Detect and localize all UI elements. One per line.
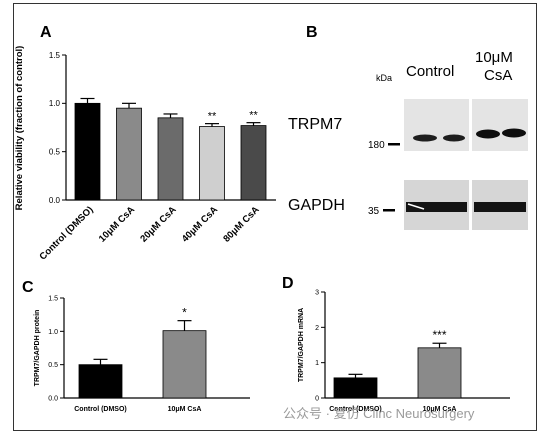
column-label-csa-drug: CsA bbox=[484, 67, 512, 84]
chart-a-y-label: Relative viability (fraction of control) bbox=[14, 46, 25, 211]
chart-d-bar bbox=[333, 377, 378, 399]
band-trpm7-control-2 bbox=[443, 134, 465, 142]
western-blot: kDa Control 10μM CsA TRPM7 GAPDH 180 35 bbox=[288, 49, 528, 230]
chart-d-y-tick-label: 3 bbox=[315, 289, 319, 296]
chart-a-significance: ** bbox=[249, 110, 258, 122]
panel-label-b: B bbox=[306, 24, 318, 41]
chart-c-bar bbox=[162, 330, 207, 399]
chart-a-bar bbox=[157, 117, 184, 201]
chart-d-y-tick-label: 0 bbox=[315, 395, 319, 402]
protein-label-trpm7: TRPM7 bbox=[288, 116, 342, 133]
chart-d-y-label: TRPM7/GAPDH mRNA bbox=[298, 308, 305, 382]
chart-a-significance: ** bbox=[208, 111, 217, 123]
chart-a-bar bbox=[74, 102, 101, 201]
band-gapdh-control bbox=[406, 202, 467, 212]
chart-a-y-tick-label: 1.5 bbox=[49, 51, 61, 60]
chart-d-bar bbox=[417, 347, 462, 399]
watermark: 公众号 · 复仿 Clinc Neurosurgery bbox=[283, 406, 475, 421]
chart-a-bar bbox=[240, 125, 267, 201]
marker-35-tick bbox=[383, 209, 395, 212]
band-gapdh-artifact bbox=[407, 203, 425, 210]
chart-a-bar bbox=[199, 126, 225, 201]
chart-a-bar bbox=[116, 107, 142, 201]
chart-c-y-tick-label: 1.5 bbox=[48, 295, 58, 302]
protein-label-gapdh: GAPDH bbox=[288, 197, 345, 214]
chart-c-category-label: 10μM CsA bbox=[168, 406, 202, 413]
marker-180-label: 180 bbox=[368, 140, 385, 151]
chart-a-category-label: 80μM CsA bbox=[221, 204, 261, 244]
chart-c-y-tick-label: 0.0 bbox=[48, 395, 58, 402]
chart-a-category-label: 40μM CsA bbox=[180, 204, 220, 244]
chart-a: 0.0 0.5 1.0 1.5 Relative viability (fraction… bbox=[14, 46, 276, 263]
blot-trpm7-control-lanes bbox=[404, 99, 469, 151]
chart-c-category-label: Control (DMSO) bbox=[74, 406, 127, 413]
column-label-control: Control bbox=[406, 63, 454, 80]
chart-d-y-tick-label: 2 bbox=[315, 325, 319, 332]
band-gapdh-csa bbox=[474, 202, 526, 212]
panel-label-c: C bbox=[22, 279, 34, 296]
chart-c-significance: * bbox=[182, 306, 187, 320]
column-label-csa-dose: 10μM bbox=[475, 49, 513, 66]
marker-180-tick bbox=[388, 143, 400, 146]
chart-c-y-tick-label: 0.5 bbox=[48, 362, 58, 369]
marker-35-label: 35 bbox=[368, 206, 380, 217]
chart-d-y-tick-label: 1 bbox=[315, 360, 319, 367]
chart-c-bar bbox=[78, 364, 123, 399]
chart-d: 0 1 2 3 TRPM7/GAPDH mRNA Control (DMSO) *** 10μ… bbox=[298, 289, 510, 413]
blot-trpm7-csa-lanes bbox=[472, 99, 528, 151]
chart-d-significance: *** bbox=[432, 328, 446, 342]
chart-c-y-tick-label: 1.0 bbox=[48, 329, 58, 336]
chart-a-y-tick-label: 1.0 bbox=[49, 99, 61, 108]
chart-a-y-tick-label: 0.0 bbox=[49, 196, 61, 205]
kda-label: kDa bbox=[376, 73, 392, 83]
band-trpm7-control-1 bbox=[413, 134, 437, 142]
chart-c: 0.0 0.5 1.0 1.5 TRPM7/GAPDH protein Control (… bbox=[34, 295, 250, 413]
band-trpm7-csa-1 bbox=[476, 129, 500, 139]
chart-a-y-tick-label: 0.5 bbox=[49, 147, 61, 156]
panel-label-a: A bbox=[40, 24, 52, 41]
panel-label-d: D bbox=[282, 275, 294, 292]
chart-a-category-label: 20μM CsA bbox=[138, 204, 178, 244]
chart-a-category-label: Control (DMSO) bbox=[37, 204, 95, 262]
chart-d-category-label: 10μM CsA bbox=[423, 406, 457, 413]
chart-a-category-label: 10μM CsA bbox=[97, 204, 137, 244]
band-trpm7-csa-2 bbox=[502, 128, 526, 138]
figure-border bbox=[13, 3, 537, 431]
chart-c-y-label: TRPM7/GAPDH protein bbox=[34, 310, 41, 387]
chart-d-category-label: Control (DMSO) bbox=[329, 406, 382, 413]
